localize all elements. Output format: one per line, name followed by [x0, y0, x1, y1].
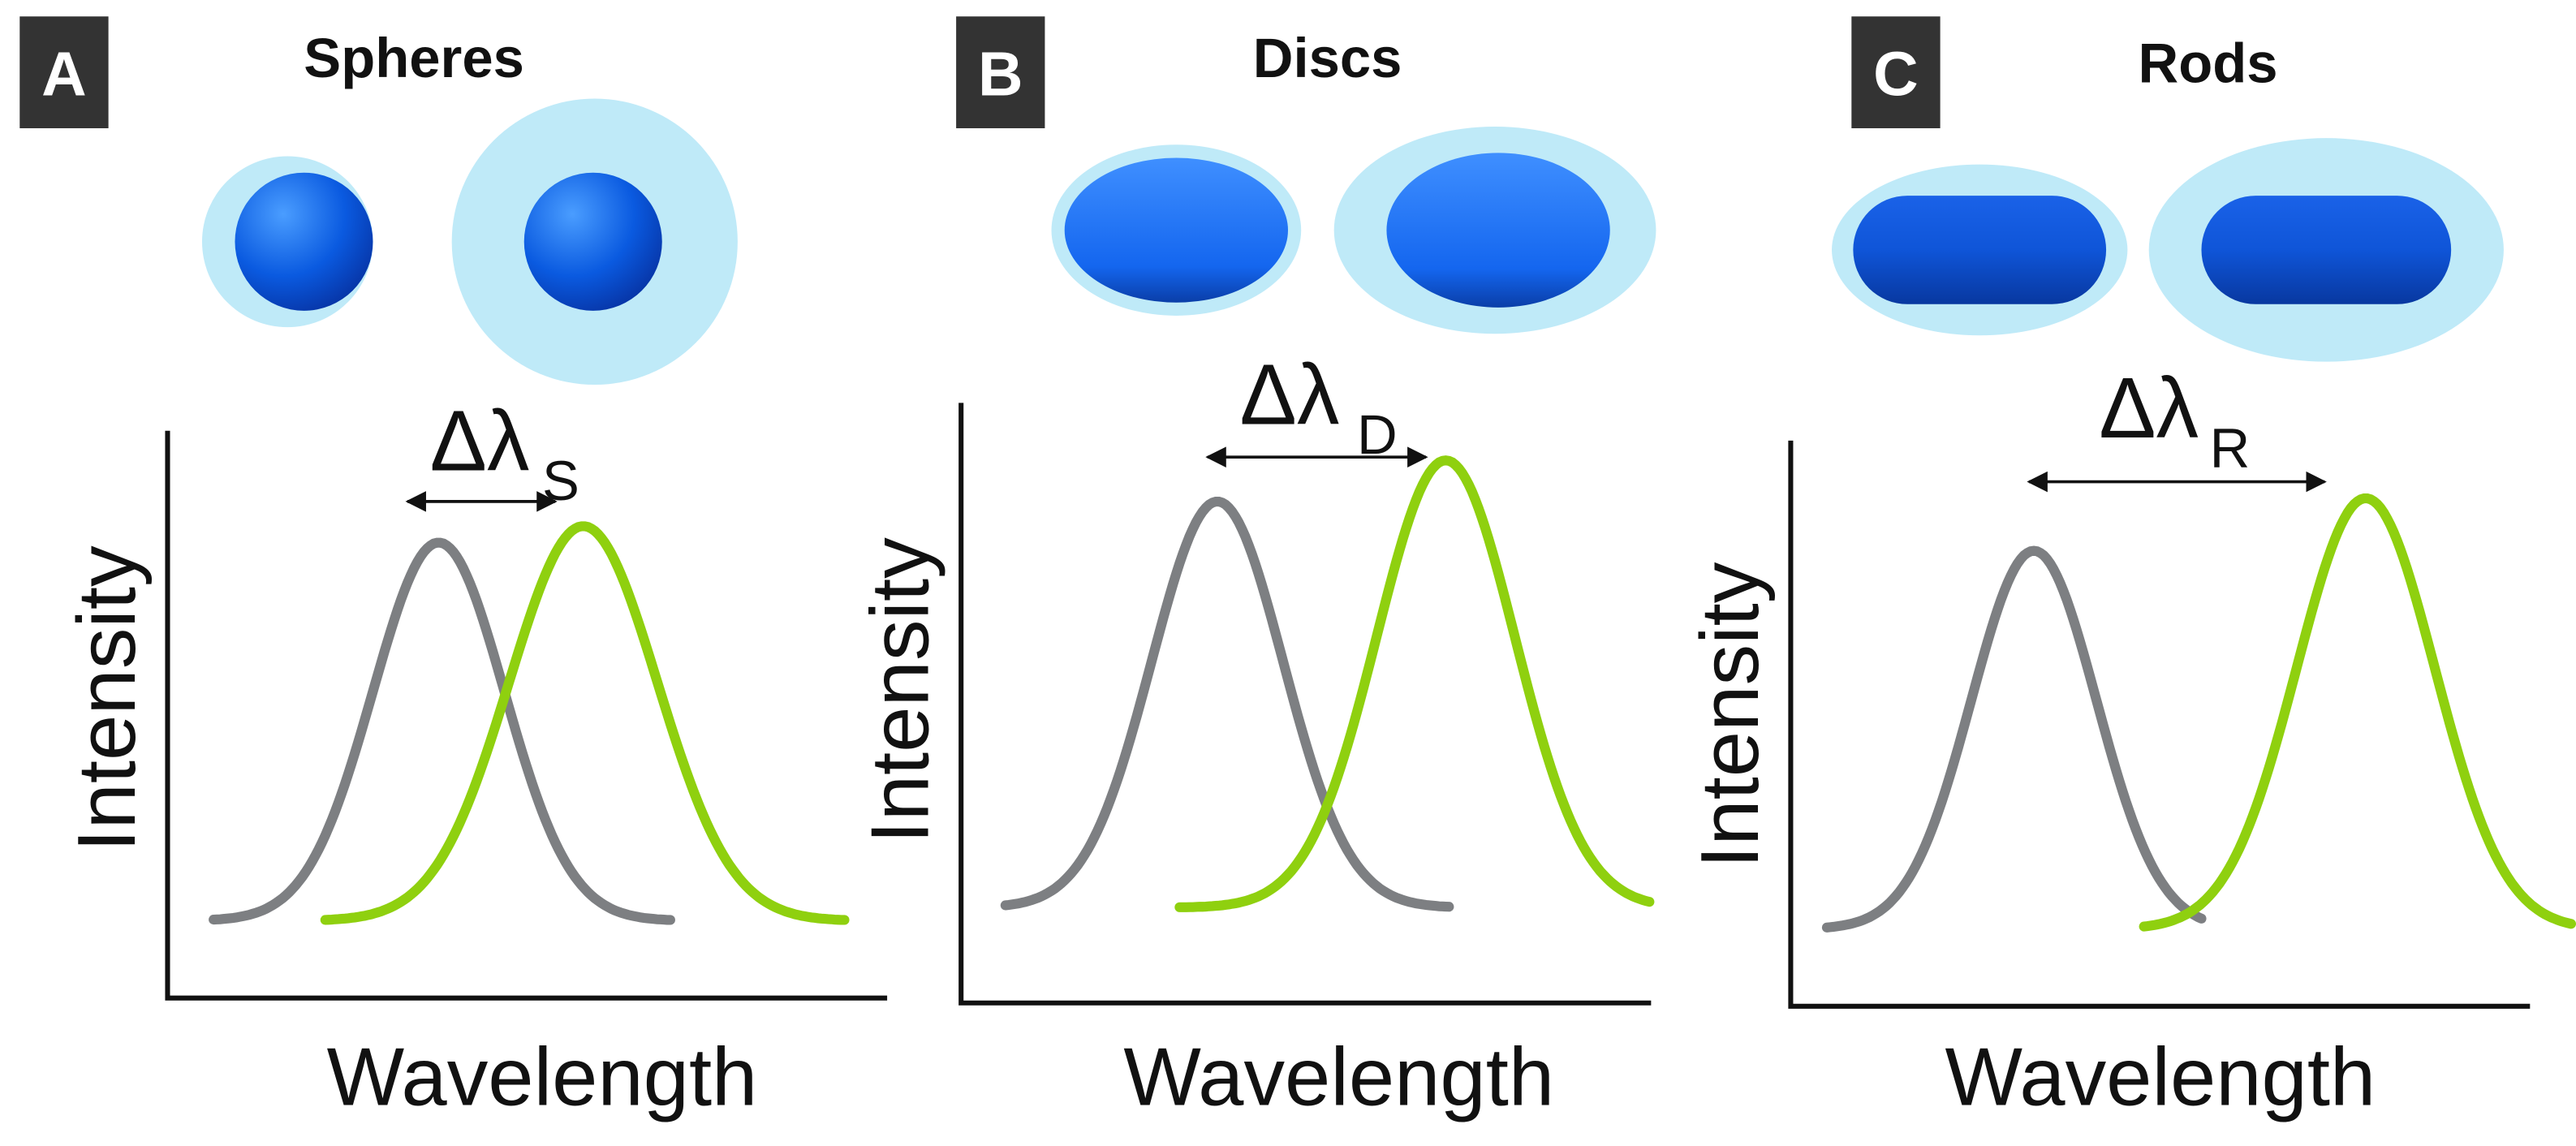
- panel-label: C: [1873, 39, 1919, 109]
- panel: C Rods Intensity Wavelength Δλ R: [1684, 16, 2576, 1122]
- y-axis-label: Intensity: [1684, 562, 1776, 868]
- shift-subscript: S: [542, 450, 579, 512]
- panel-title: Discs: [1253, 27, 1402, 89]
- shifted-spectrum: [2139, 493, 2576, 932]
- panel: A Spheres Intensity Wavelength Δλ S: [19, 16, 888, 1122]
- x-axis-label: Wavelength: [1945, 1031, 2376, 1122]
- axes: [1788, 440, 2531, 1009]
- shifted-spectrum: [1174, 455, 1655, 912]
- reference-spectrum: [209, 537, 675, 925]
- panel-label: B: [978, 39, 1023, 109]
- panel-title: Spheres: [304, 27, 524, 89]
- particle: [2201, 196, 2452, 304]
- panel-label-box: [1851, 16, 1941, 129]
- reference-spectrum: [1821, 545, 2207, 933]
- x-axis-label: Wavelength: [327, 1031, 758, 1122]
- panel-label: A: [41, 39, 87, 109]
- shift-symbol: Δλ: [2099, 361, 2199, 456]
- y-axis-label: Intensity: [855, 537, 946, 844]
- shift-symbol: Δλ: [1240, 348, 1340, 443]
- particle: [1386, 153, 1610, 308]
- shift-symbol: Δλ: [430, 394, 530, 489]
- shift-subscript: R: [2210, 416, 2251, 479]
- particle: [523, 172, 662, 311]
- shift-subscript: D: [1357, 403, 1398, 466]
- panel-title: Rods: [2139, 32, 2278, 94]
- axes: [958, 403, 1652, 1006]
- reference-spectrum: [1000, 497, 1454, 912]
- shifted-spectrum: [320, 521, 850, 925]
- x-axis-label: Wavelength: [1123, 1031, 1554, 1122]
- y-axis-label: Intensity: [61, 545, 153, 852]
- axes: [165, 430, 888, 1001]
- panel: B Discs Intensity Wavelength Δλ D: [855, 16, 1656, 1122]
- particle: [235, 172, 373, 311]
- panel-label-box: [19, 16, 109, 129]
- panel-label-box: [956, 16, 1045, 129]
- particle: [1064, 157, 1288, 303]
- particle: [1853, 196, 2107, 304]
